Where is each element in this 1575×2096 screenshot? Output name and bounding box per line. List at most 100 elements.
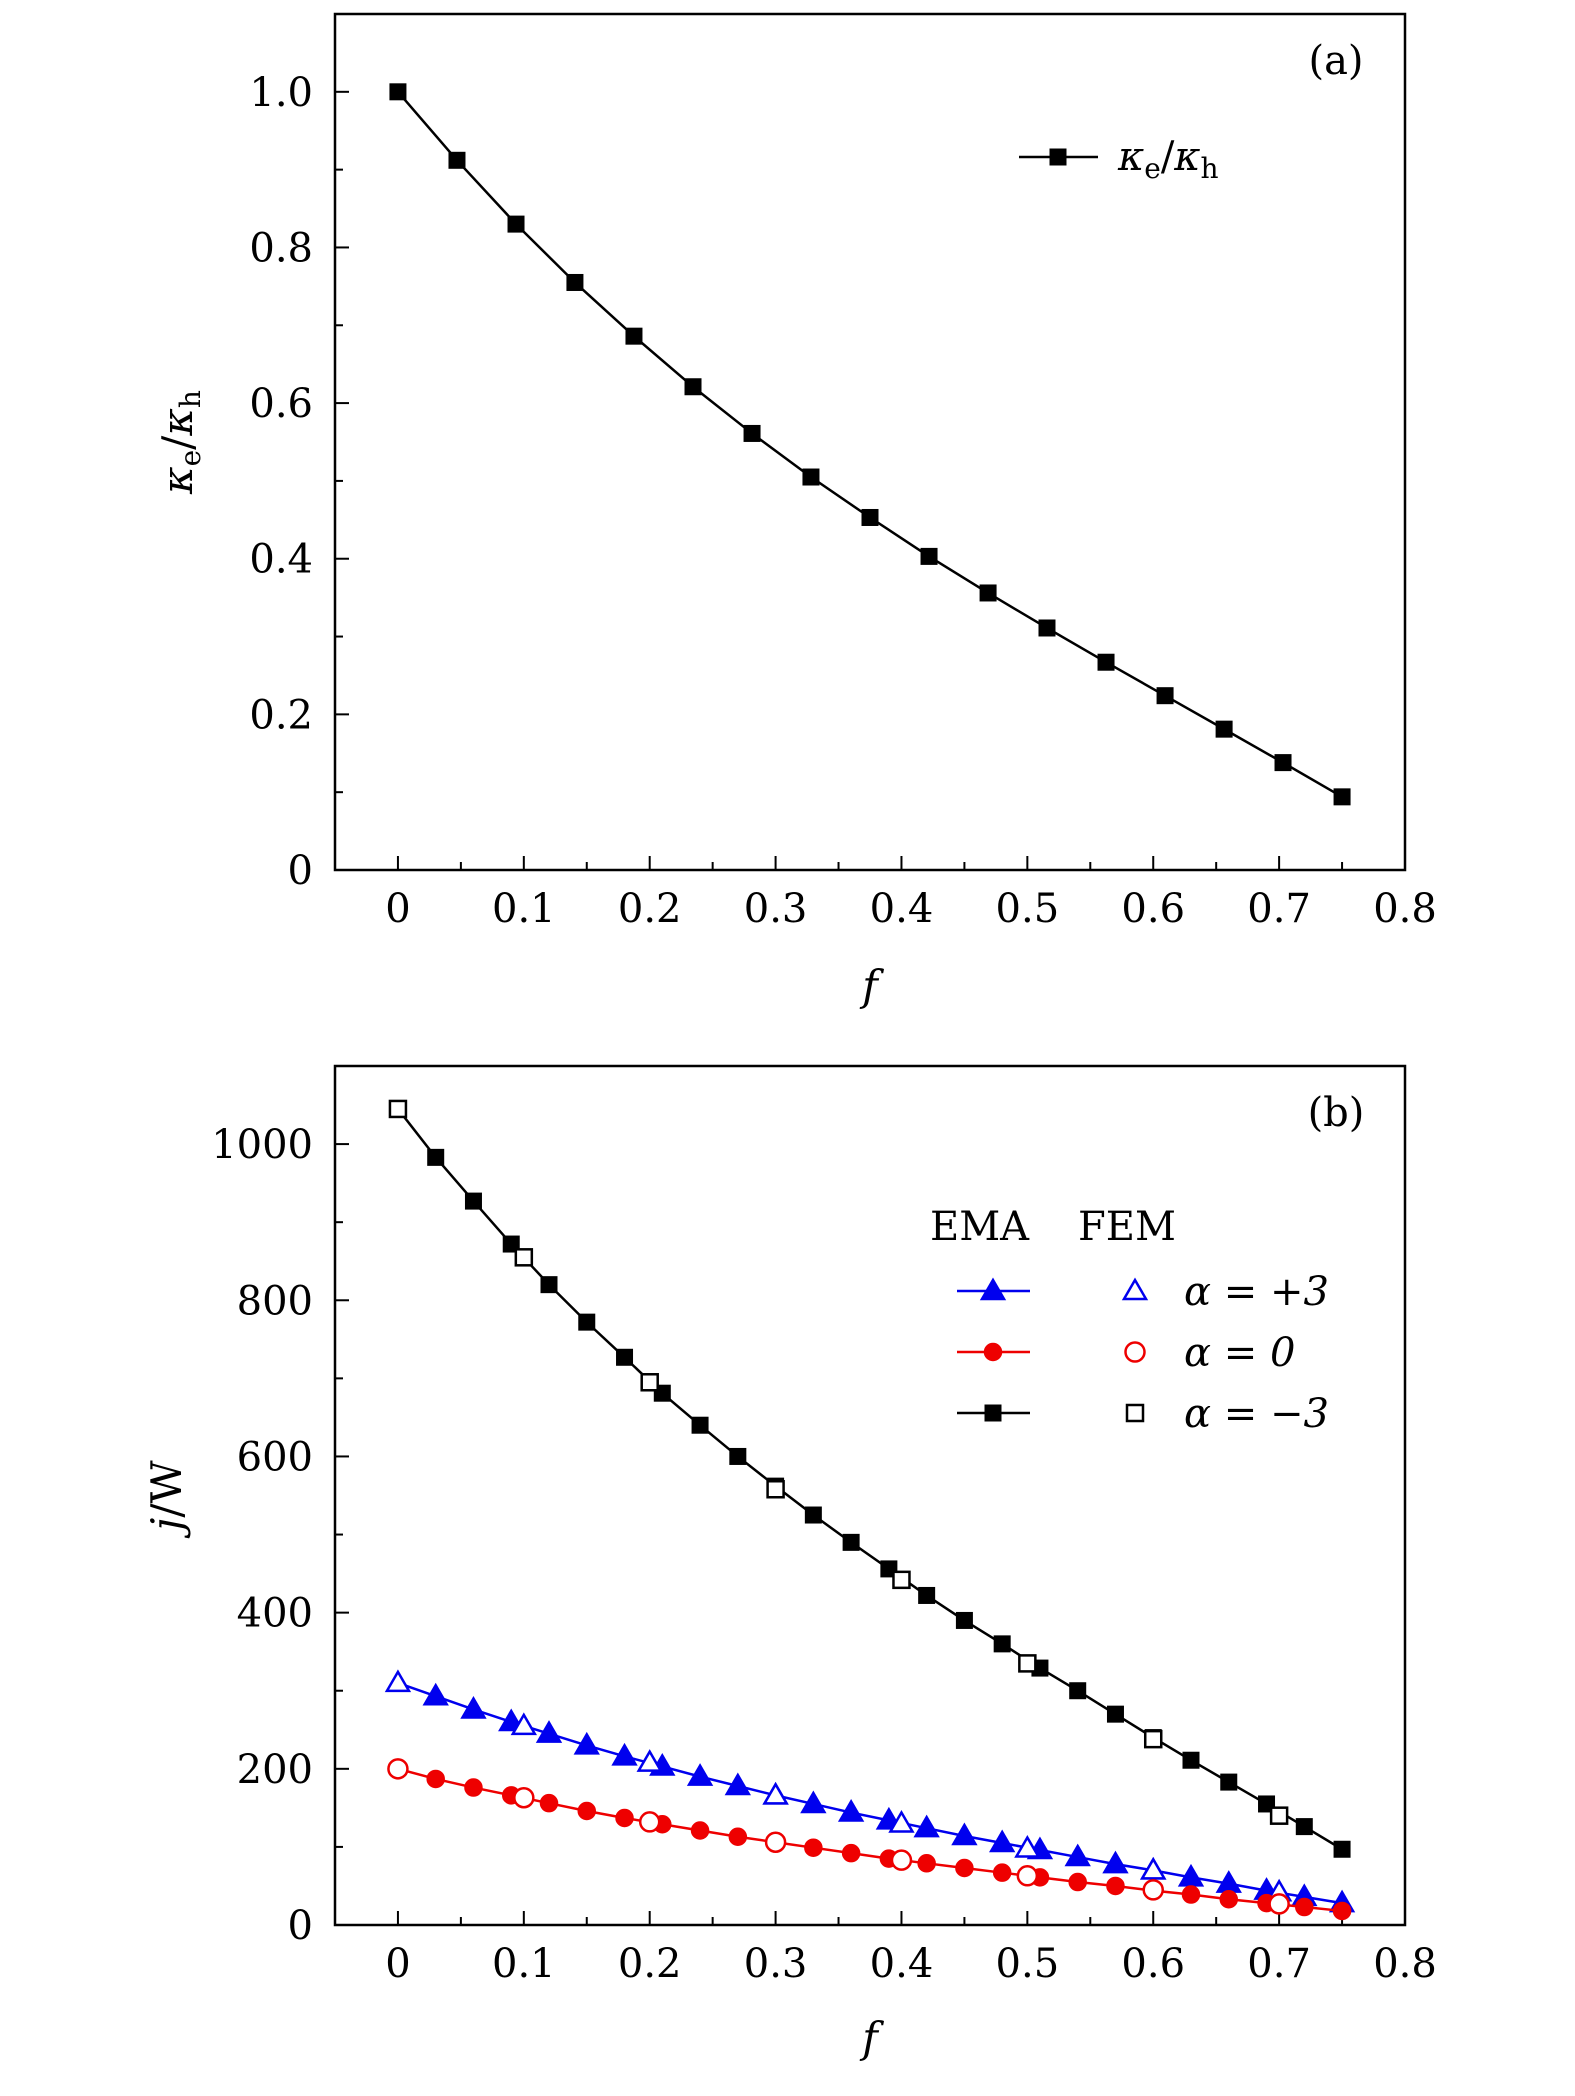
- x-tick-label: 0.7: [1247, 886, 1311, 932]
- x-tick-label: 0.2: [618, 1941, 682, 1987]
- data-point-triangle: [1121, 1277, 1149, 1301]
- data-point-circle: [1219, 1889, 1239, 1909]
- data-point-square: [640, 1373, 659, 1392]
- data-point-circle: [1106, 1876, 1125, 1896]
- data-point-square: [993, 1635, 1011, 1653]
- x-tick-label: 0.8: [1373, 886, 1437, 932]
- legend-label: α = 0: [1184, 1330, 1295, 1376]
- data-point-circle: [983, 1342, 1003, 1362]
- panel-a: 0 0.1 0.2 0.3 0.4 0.5 0.6 0.7 0.8 0 0.2 0.4 0.6 0.8 1.…: [153, 12, 1437, 1010]
- data-point-square: [1143, 1729, 1163, 1749]
- data-point-circle: [539, 1793, 559, 1813]
- data-point-triangle: [1064, 1843, 1091, 1867]
- data-point-square: [514, 1248, 534, 1267]
- data-point-square: [1333, 788, 1351, 806]
- data-point-circle: [764, 1831, 787, 1853]
- ylabel-kappa: κ: [153, 408, 202, 437]
- data-point-circle: [690, 1821, 710, 1840]
- data-point-triangle: [1102, 1850, 1129, 1874]
- panel-b: 0 0.1 0.2 0.3 0.4 0.5 0.6 0.7 0.8 0 200 400 600 800 10…: [142, 1064, 1437, 2062]
- data-point-triangle: [762, 1781, 789, 1805]
- data-point-square: [1097, 653, 1115, 671]
- x-tick-label: 0.5: [996, 886, 1060, 932]
- ylabel-kappa: κ: [153, 466, 202, 495]
- data-point-square: [1220, 1773, 1238, 1791]
- data-point-circle: [804, 1838, 823, 1857]
- data-point-square: [1295, 1818, 1313, 1836]
- data-point-square: [691, 1416, 709, 1434]
- data-point-circle: [1142, 1879, 1164, 1901]
- plot-frame: [333, 1064, 1407, 1927]
- data-point-square: [920, 547, 938, 565]
- panel-label: (b): [1308, 1090, 1365, 1136]
- data-point-square: [427, 1148, 445, 1166]
- data-point-triangle: [724, 1772, 751, 1796]
- ylabel-j: j: [142, 1518, 191, 1539]
- series-line: [396, 91, 1343, 798]
- data-point-square: [892, 1570, 911, 1590]
- data-point-circle: [728, 1827, 748, 1847]
- y-axis-title: j/W: [142, 1459, 191, 1538]
- data-point-square: [743, 424, 761, 442]
- data-point-circle: [615, 1808, 634, 1828]
- data-point-triangle: [636, 1749, 663, 1772]
- data-point-square: [861, 508, 879, 526]
- data-point-triangle: [979, 1277, 1007, 1301]
- data-point-square: [1269, 1806, 1289, 1825]
- data-point-triangle: [510, 1712, 537, 1736]
- data-point-triangle: [800, 1790, 827, 1814]
- data-point-triangle: [422, 1682, 449, 1706]
- panel-label: (a): [1308, 38, 1363, 84]
- x-tick-label: 0.3: [744, 1941, 808, 1987]
- x-tick-label: 0.4: [870, 1941, 934, 1987]
- data-point-square: [842, 1533, 860, 1551]
- data-point-triangle: [686, 1763, 714, 1786]
- data-point-circle: [1124, 1341, 1146, 1363]
- y-tick-label: 800: [237, 1278, 313, 1324]
- data-point-square: [1215, 720, 1233, 738]
- data-point-triangle: [837, 1799, 865, 1822]
- plot-frame: [333, 12, 1407, 872]
- data-point-triangle: [951, 1822, 978, 1846]
- data-point-square: [1069, 1682, 1087, 1700]
- data-point-square: [1274, 754, 1292, 772]
- data-point-square: [1156, 687, 1174, 705]
- data-point-square: [1125, 1403, 1145, 1423]
- data-point-triangle: [989, 1829, 1016, 1853]
- y-tick-label: 0.6: [249, 381, 313, 427]
- x-tick-label: 0.1: [492, 886, 556, 932]
- data-point-triangle: [1014, 1834, 1041, 1858]
- data-point-square: [984, 1404, 1002, 1422]
- y-tick-label: 0: [288, 848, 313, 894]
- y-tick-label: 0.2: [249, 692, 313, 738]
- data-point-triangle: [460, 1695, 487, 1719]
- x-tick-label: 0.1: [492, 1941, 556, 1987]
- data-point-square: [502, 1235, 520, 1253]
- data-point-square: [1049, 148, 1067, 166]
- data-point-square: [955, 1611, 973, 1629]
- data-point-triangle: [573, 1731, 600, 1755]
- data-point-circle: [638, 1811, 661, 1833]
- data-point-square: [578, 1313, 596, 1331]
- data-point-circle: [464, 1778, 483, 1797]
- data-point-circle: [426, 1769, 445, 1789]
- legend-kappa: κ: [1173, 134, 1200, 180]
- y-axis-title: κe/κh: [153, 390, 207, 495]
- legend-header-fem: FEM: [1078, 1204, 1176, 1250]
- data-point-square: [729, 1447, 747, 1465]
- x-tick-label: 0.4: [870, 886, 934, 932]
- ylabel-sub: h: [174, 390, 207, 408]
- data-point-square: [1333, 1840, 1351, 1858]
- y-tick-label: 1000: [211, 1122, 313, 1168]
- y-tick-label: 0.8: [249, 225, 313, 271]
- ylabel-slash: /: [153, 435, 202, 450]
- data-point-square: [918, 1586, 936, 1604]
- legend-sub: h: [1201, 152, 1219, 185]
- x-tick-label: 0.8: [1373, 1941, 1437, 1987]
- data-point-square: [540, 1276, 558, 1294]
- data-point-triangle: [384, 1669, 412, 1693]
- data-point-triangle: [913, 1814, 940, 1838]
- y-tick-label: 200: [237, 1747, 313, 1793]
- data-point-square: [388, 1099, 408, 1119]
